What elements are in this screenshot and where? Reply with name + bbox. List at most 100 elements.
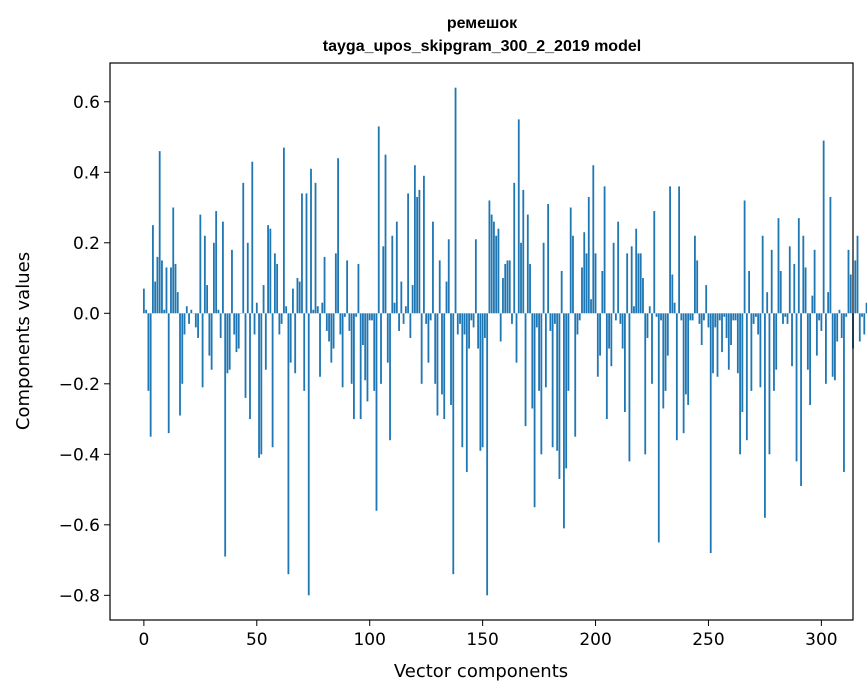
bar-215	[628, 313, 631, 462]
bar-93	[353, 313, 355, 420]
bar-6	[156, 256, 159, 314]
bar-218	[635, 228, 638, 314]
bar-36	[224, 313, 227, 557]
y-tick-label: 0.2	[73, 234, 100, 254]
bar-181	[551, 313, 554, 448]
bar-145	[470, 313, 473, 321]
bar-205	[605, 313, 608, 420]
bar-42	[237, 313, 240, 349]
bar-159	[502, 278, 504, 314]
bar-241	[687, 313, 690, 405]
bar-101	[371, 313, 373, 321]
bar-54	[264, 313, 267, 370]
bar-56	[269, 228, 272, 314]
bar-174	[535, 313, 538, 328]
x-tick-label: 200	[579, 630, 611, 650]
bar-119	[411, 285, 414, 314]
bar-9	[163, 309, 166, 314]
bar-258	[725, 313, 728, 338]
bar-229	[660, 313, 662, 321]
bar-97	[362, 313, 364, 346]
bar-53	[262, 285, 265, 314]
bar-39	[231, 249, 233, 314]
bar-196	[585, 253, 588, 314]
bar-41	[235, 313, 238, 353]
bar-67	[294, 313, 297, 374]
bar-167	[520, 242, 522, 314]
bar-74	[310, 168, 312, 314]
bar-104	[377, 126, 380, 314]
bar-83	[330, 313, 333, 363]
bar-317	[858, 313, 861, 342]
bar-138	[454, 87, 457, 314]
bar-296	[811, 295, 814, 314]
bar-24	[197, 313, 199, 338]
bar-193	[578, 313, 581, 321]
bar-254	[716, 313, 719, 377]
bar-35	[222, 221, 224, 314]
bar-135	[447, 239, 450, 314]
bar-20	[188, 313, 190, 324]
x-tick-label: 0	[138, 630, 149, 650]
bar-148	[477, 313, 480, 349]
bar-100	[368, 313, 371, 321]
bar-113	[398, 313, 400, 331]
bar-132	[441, 313, 443, 395]
bar-274	[761, 235, 764, 314]
bar-92	[350, 313, 353, 384]
bar-318	[861, 313, 863, 317]
bar-189	[569, 207, 572, 314]
bar-180	[549, 313, 552, 331]
bar-112	[395, 221, 398, 314]
bar-3	[149, 313, 152, 437]
bar-162	[508, 260, 511, 314]
bar-123	[420, 313, 423, 384]
bar-243	[691, 313, 694, 321]
bar-198	[590, 299, 592, 314]
bar-75	[312, 309, 315, 314]
bar-249	[705, 285, 708, 314]
bar-91	[348, 313, 351, 331]
bar-227	[655, 313, 658, 317]
bar-222	[644, 313, 647, 455]
bar-173	[533, 313, 536, 508]
bar-313	[849, 274, 852, 314]
bar-309	[840, 313, 843, 338]
chart-title: ремешок	[447, 15, 518, 32]
bar-158	[499, 313, 502, 342]
bar-265	[741, 313, 744, 413]
bar-226	[653, 211, 656, 314]
bar-212	[621, 313, 624, 349]
bar-303	[827, 292, 830, 314]
bar-38	[228, 313, 231, 370]
bar-301	[822, 140, 825, 314]
bar-264	[739, 313, 741, 455]
bar-279	[773, 313, 775, 391]
bar-257	[723, 313, 726, 317]
bar-267	[745, 313, 748, 441]
x-tick-label: 50	[246, 630, 268, 650]
bar-177	[542, 242, 545, 314]
bar-141	[461, 313, 464, 448]
bar-312	[847, 249, 850, 314]
bar-261	[732, 313, 735, 321]
bar-73	[307, 313, 310, 596]
bar-179	[547, 204, 550, 314]
bar-306	[834, 313, 836, 381]
bar-282	[779, 270, 782, 314]
y-tick-label: −0.6	[59, 516, 100, 536]
bar-151	[483, 313, 486, 338]
bar-133	[443, 313, 446, 420]
x-tick-label: 100	[353, 630, 385, 650]
bar-311	[845, 313, 848, 317]
bar-88	[341, 313, 344, 388]
y-tick-label: −0.2	[59, 375, 100, 395]
bar-290	[797, 218, 800, 314]
bar-248	[703, 313, 705, 321]
bar-49	[253, 313, 256, 335]
bar-192	[576, 313, 579, 335]
bar-316	[856, 235, 859, 314]
bar-298	[815, 313, 818, 356]
bar-85	[334, 253, 337, 314]
bar-220	[639, 253, 642, 314]
